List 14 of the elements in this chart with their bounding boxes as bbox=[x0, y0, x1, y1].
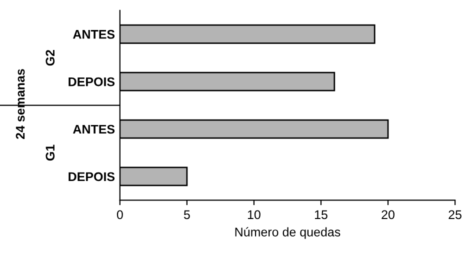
y-tick-label: ANTES bbox=[73, 30, 115, 39]
x-tick-label: 5 bbox=[184, 210, 190, 220]
x-tick-label: 20 bbox=[382, 210, 394, 220]
x-tick-label: 10 bbox=[248, 210, 260, 220]
y-axis-title: 24 semanas bbox=[16, 69, 25, 140]
x-axis-title: Número de quedas bbox=[235, 227, 340, 239]
x-tick-label: 25 bbox=[448, 210, 462, 220]
y-tick-label: ANTES bbox=[73, 124, 115, 134]
x-tick-label: 0 bbox=[116, 210, 123, 220]
text: G2 bbox=[46, 50, 55, 66]
y-tick-label: DEPOIS bbox=[68, 77, 115, 86]
x-tick-label: 15 bbox=[314, 210, 328, 220]
y-tick-label: DEPOIS bbox=[68, 172, 115, 182]
text: G1 bbox=[46, 144, 55, 161]
